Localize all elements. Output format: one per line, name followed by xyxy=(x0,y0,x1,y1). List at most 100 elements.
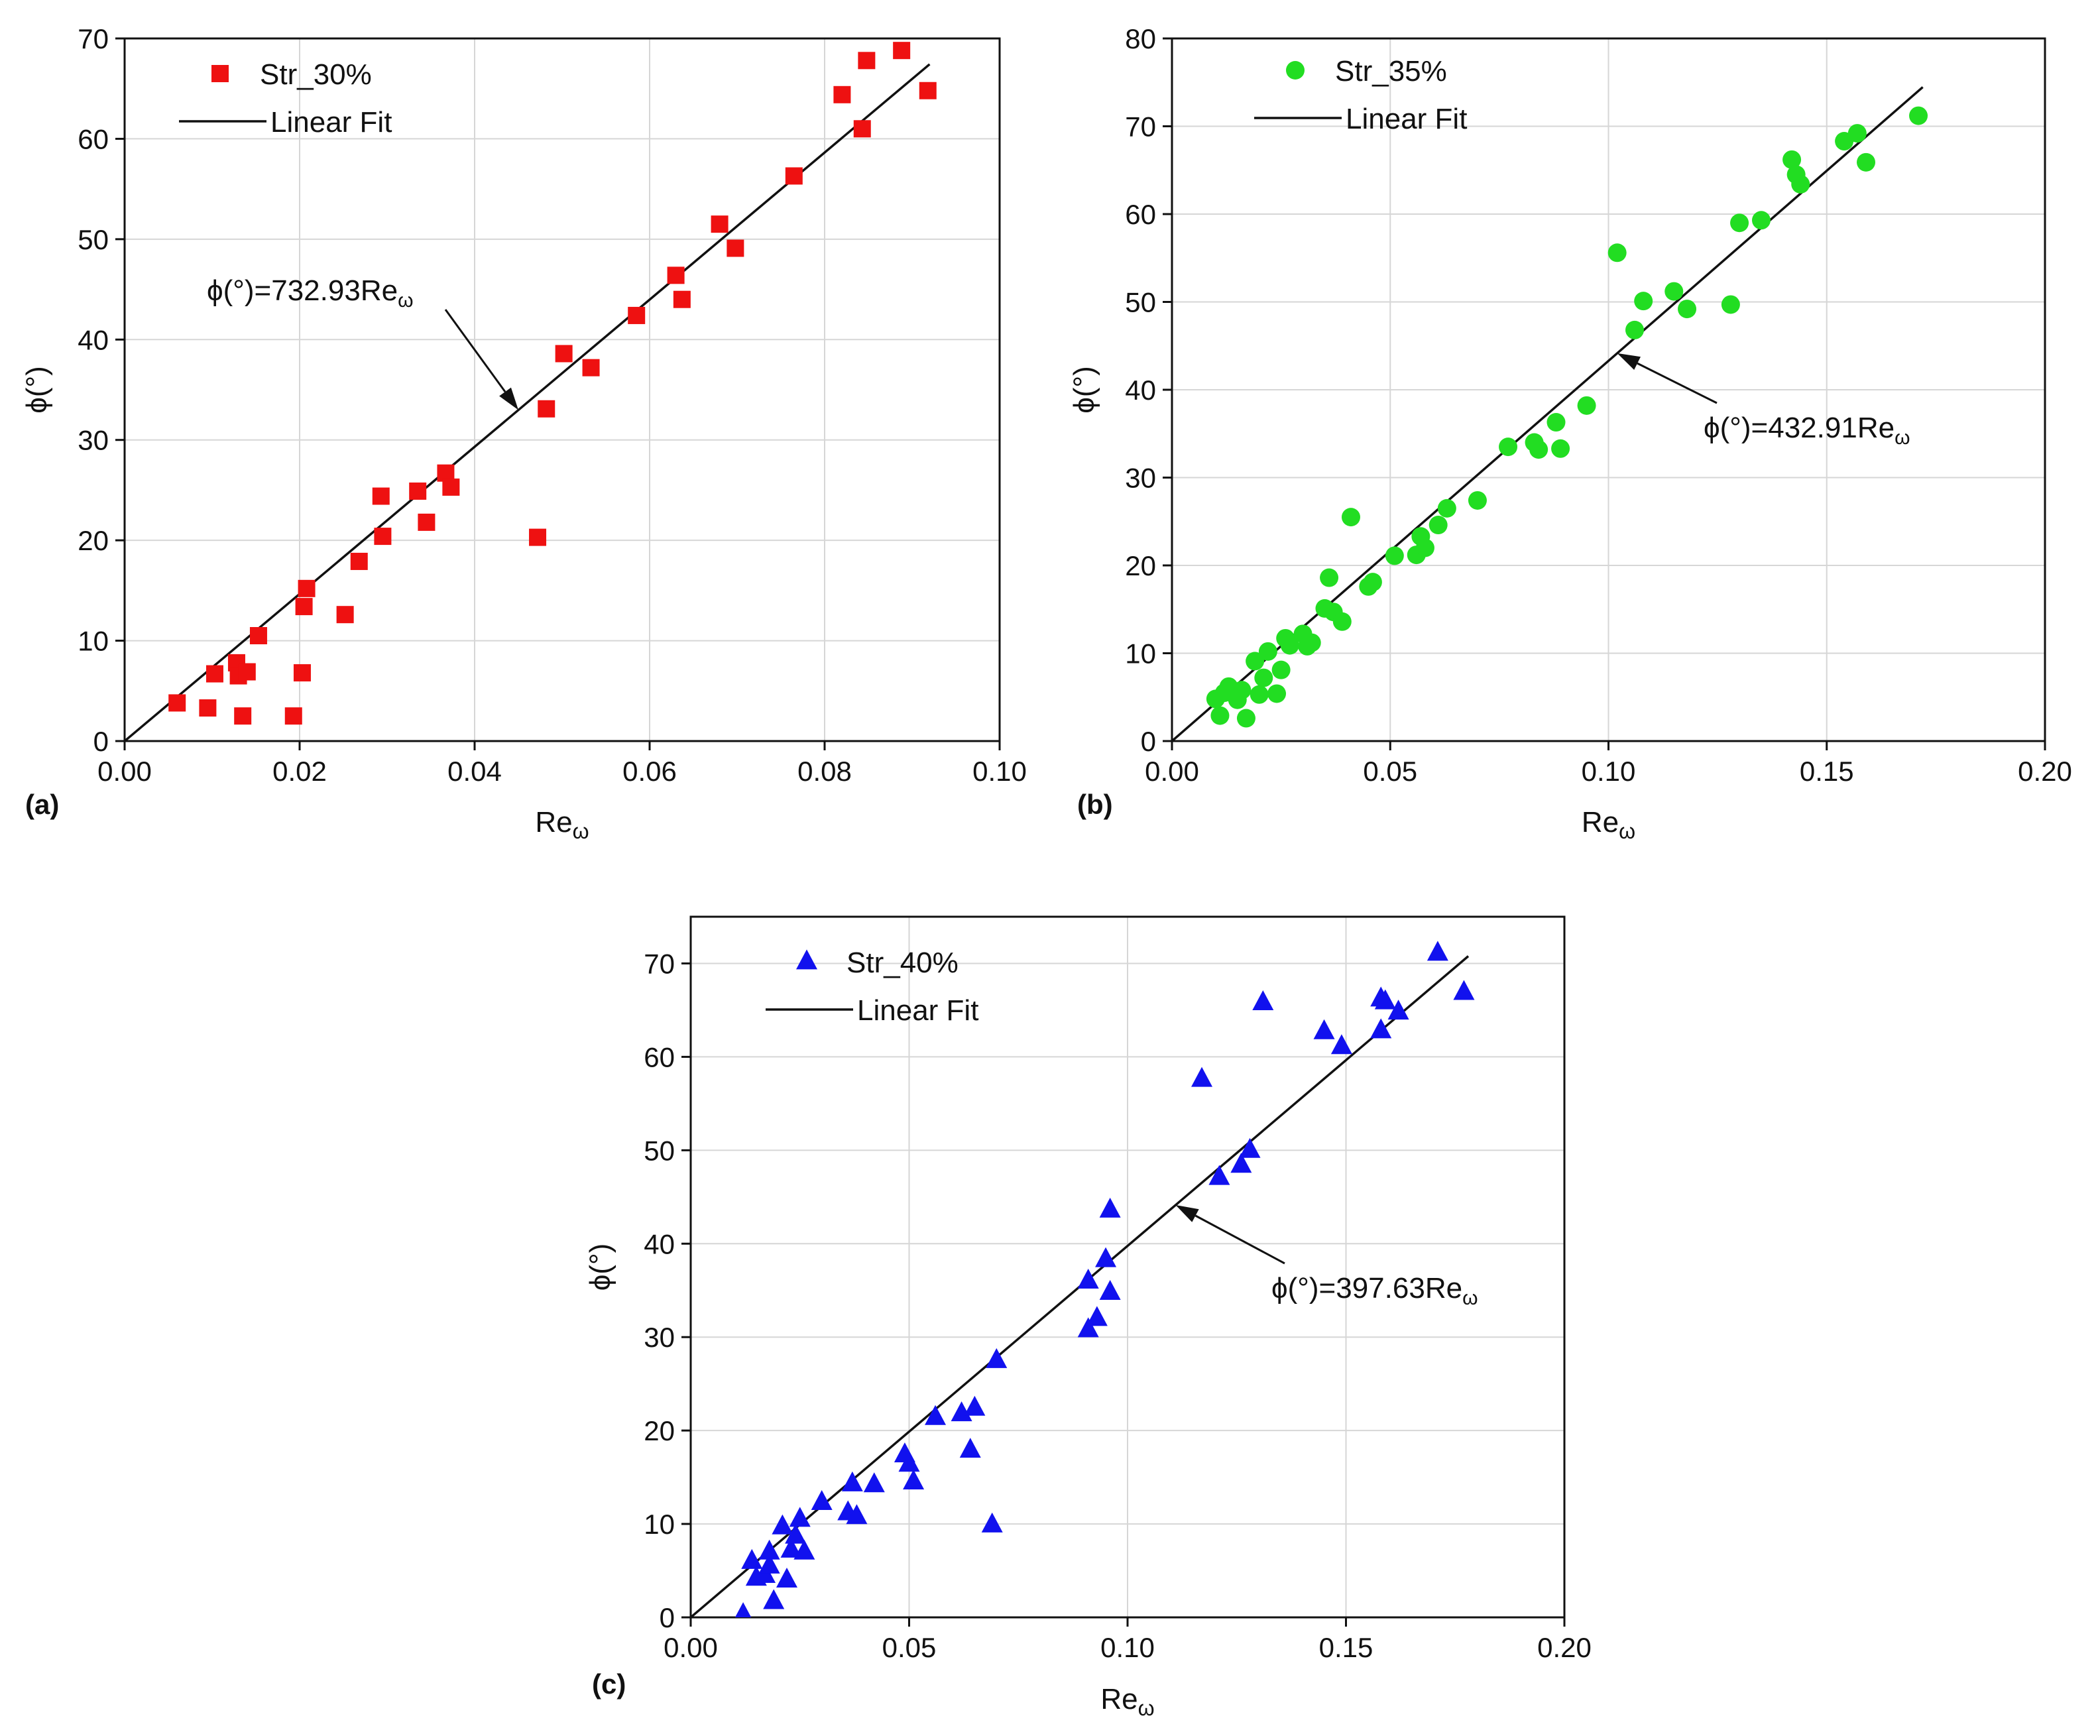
y-tick-label: 0 xyxy=(93,726,109,757)
annotation-arrow-head xyxy=(1617,353,1641,370)
data-point-35 xyxy=(1230,1153,1252,1173)
y-axis-label: ϕ(°) xyxy=(21,366,53,414)
data-point-27 xyxy=(1077,1269,1099,1289)
data-point-7 xyxy=(249,627,267,644)
x-tick-label: 0.06 xyxy=(622,756,677,787)
x-tick-label: 0.00 xyxy=(97,756,152,787)
plot-area xyxy=(125,42,937,741)
legend: Str_40% Linear Fit xyxy=(766,947,978,1027)
data-point-2 xyxy=(205,665,223,683)
legend-fit-label: Linear Fit xyxy=(270,106,392,139)
x-tick-label: 0.04 xyxy=(447,756,502,787)
data-point-21 xyxy=(538,400,555,418)
data-point-14 xyxy=(1280,636,1299,655)
data-point-43 xyxy=(1721,295,1740,314)
data-point-22 xyxy=(555,345,573,363)
data-point-0 xyxy=(168,694,186,712)
data-point-32 xyxy=(1499,437,1518,457)
legend-series-label: Str_35% xyxy=(1335,55,1447,87)
data-point-24 xyxy=(964,1395,986,1416)
x-tick-label: 0.20 xyxy=(1537,1632,1592,1663)
data-point-6 xyxy=(238,663,256,681)
data-point-39 xyxy=(1625,320,1645,339)
data-point-30 xyxy=(833,86,851,103)
fit-equation-text: ϕ(°)=432.91Reω xyxy=(1704,412,1910,449)
data-point-9 xyxy=(780,1537,802,1558)
data-point-45 xyxy=(1751,211,1771,230)
y-tick-label: 50 xyxy=(78,224,109,255)
data-point-39 xyxy=(1330,1034,1352,1055)
x-tick-label: 0.10 xyxy=(1100,1632,1155,1663)
gridlines xyxy=(1172,38,2045,741)
data-point-23 xyxy=(582,359,600,376)
data-point-28 xyxy=(1415,538,1434,557)
data-point-29 xyxy=(1429,516,1448,535)
y-axis: 0 10 20 30 40 50 60 70 80 xyxy=(1125,23,1172,757)
x-tick-label: 0.15 xyxy=(1800,756,1854,787)
legend-fit-label: Linear Fit xyxy=(857,994,978,1027)
y-tick-label: 50 xyxy=(1125,287,1156,318)
y-axis: 0 10 20 30 40 50 60 70 xyxy=(644,948,691,1633)
data-point-12 xyxy=(793,1539,815,1560)
legend-marker xyxy=(1286,61,1305,80)
data-point-16 xyxy=(409,482,427,500)
y-tick-label: 10 xyxy=(78,626,109,657)
data-point-11 xyxy=(1267,684,1287,703)
y-tick-label: 20 xyxy=(78,525,109,556)
data-point-33 xyxy=(1191,1067,1213,1087)
data-point-13 xyxy=(350,552,368,570)
data-point-15 xyxy=(374,528,392,546)
data-series xyxy=(1206,106,1928,728)
y-tick-label: 40 xyxy=(78,324,109,355)
y-tick-label: 30 xyxy=(78,425,109,456)
data-point-6 xyxy=(1236,709,1255,728)
x-tick-label: 0.02 xyxy=(272,756,327,787)
data-point-42 xyxy=(1678,300,1697,319)
data-point-20 xyxy=(903,1470,925,1490)
y-tick-label: 60 xyxy=(644,1041,675,1072)
x-tick-label: 0.00 xyxy=(1145,756,1199,787)
data-point-14 xyxy=(372,487,390,505)
data-point-34 xyxy=(1208,1165,1230,1185)
data-point-22 xyxy=(1341,508,1360,527)
legend-fit-label: Linear Fit xyxy=(1346,103,1467,135)
y-tick-label: 20 xyxy=(644,1415,675,1446)
data-point-24 xyxy=(1363,573,1382,592)
y-tick-label: 70 xyxy=(78,23,109,54)
data-point-35 xyxy=(1546,413,1566,432)
data-point-45 xyxy=(1453,980,1475,1000)
data-point-22 xyxy=(951,1401,972,1422)
panel-c: 0.00 0.05 0.10 0.15 0.20010203040506070Reωϕ(… xyxy=(584,915,1592,1720)
data-point-29 xyxy=(785,167,803,185)
data-point-44 xyxy=(1427,941,1448,961)
data-point-27 xyxy=(711,215,729,233)
data-point-44 xyxy=(1730,213,1749,233)
data-point-36 xyxy=(1239,1137,1261,1158)
x-tick-label: 0.15 xyxy=(1319,1632,1373,1663)
data-point-19 xyxy=(442,478,460,496)
x-axis-label: Reω xyxy=(1582,806,1635,843)
data-point-19 xyxy=(898,1452,920,1472)
data-point-29 xyxy=(1086,1306,1108,1326)
data-point-8 xyxy=(776,1568,797,1588)
data-point-25 xyxy=(667,266,685,284)
x-tick-label: 0.00 xyxy=(664,1632,718,1663)
data-point-52 xyxy=(1909,106,1928,125)
data-point-51 xyxy=(1857,152,1876,172)
annotation-arrow-line xyxy=(444,309,506,392)
y-axis: 0 10 20 30 40 50 60 70 xyxy=(78,23,125,757)
data-point-7 xyxy=(772,1514,793,1534)
fit-equation-annotation: ϕ(°)=732.93Reω xyxy=(207,274,518,410)
y-tick-label: 0 xyxy=(660,1602,675,1633)
data-point-25 xyxy=(981,1512,1003,1533)
y-tick-label: 30 xyxy=(644,1322,675,1353)
y-tick-label: 60 xyxy=(1125,199,1156,230)
data-point-10 xyxy=(1258,642,1277,661)
data-point-24 xyxy=(628,306,646,324)
data-point-34 xyxy=(919,82,937,99)
x-tick-label: 0.10 xyxy=(972,756,1027,787)
legend-series-label: Str_40% xyxy=(846,947,959,979)
y-tick-label: 80 xyxy=(1125,23,1156,54)
data-point-4 xyxy=(758,1539,780,1560)
